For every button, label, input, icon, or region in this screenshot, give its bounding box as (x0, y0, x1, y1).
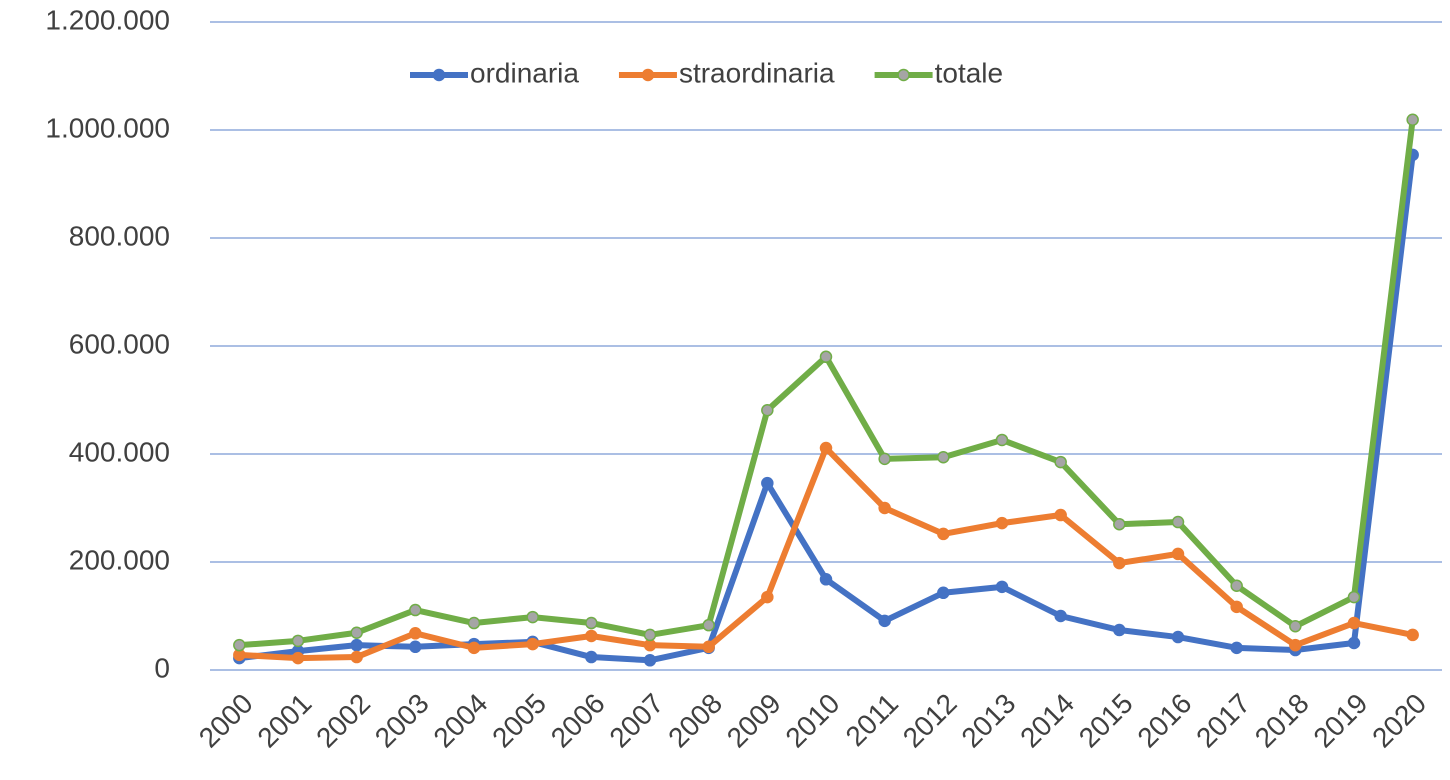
y-tick-label: 400.000 (69, 436, 170, 467)
point (995, 433, 1009, 447)
legend-marker (897, 68, 910, 82)
point (761, 404, 774, 417)
point (1289, 620, 1302, 633)
point (995, 516, 1009, 530)
point (702, 640, 715, 654)
point (819, 350, 833, 364)
legend-label: ordinaria (470, 57, 579, 88)
point (1347, 590, 1361, 604)
series-line (239, 119, 1416, 649)
point (761, 590, 774, 604)
x-tick-label: 2001 (251, 688, 317, 754)
x-tick-label: 2009 (721, 688, 787, 754)
point (1113, 623, 1126, 637)
point (937, 450, 950, 464)
legend-label: straordinaria (679, 57, 835, 88)
point (878, 614, 891, 628)
point (1171, 630, 1185, 644)
point (409, 603, 422, 617)
point (409, 640, 422, 654)
point (350, 638, 363, 652)
x-tick-label: 2000 (193, 688, 259, 754)
x-tick-label: 2017 (1190, 688, 1256, 754)
point (878, 501, 891, 515)
point (585, 629, 598, 643)
point (350, 650, 363, 664)
y-tick-label: 600.000 (69, 328, 170, 359)
point (1054, 508, 1067, 522)
point (995, 580, 1009, 594)
y-tick-label: 1.000.000 (45, 112, 170, 143)
point (819, 441, 833, 455)
x-tick-label: 2007 (603, 688, 669, 754)
point (585, 650, 598, 664)
point (350, 626, 363, 639)
point (526, 637, 539, 651)
legend: ordinaria straordinaria totale (410, 57, 1003, 88)
y-tick-label: 1.200.000 (45, 4, 170, 35)
point (1230, 641, 1243, 655)
point (526, 610, 539, 624)
x-tick-label: 2008 (662, 688, 728, 754)
point (233, 638, 246, 652)
point (291, 651, 305, 665)
x-tick-label: 2006 (545, 688, 611, 754)
point (1113, 517, 1126, 531)
point (1113, 556, 1126, 570)
x-tick-label: 2018 (1249, 688, 1315, 754)
point (1347, 616, 1361, 630)
point (702, 618, 715, 632)
y-tick-label: 200.000 (69, 544, 170, 575)
point (1054, 609, 1067, 623)
point (937, 586, 950, 600)
x-tick-label: 2003 (369, 688, 435, 754)
point (878, 452, 891, 466)
x-tick-label: 2013 (955, 688, 1021, 754)
y-tick-label: 800.000 (69, 220, 170, 251)
point (1406, 113, 1419, 126)
legend-label: totale (935, 57, 1004, 88)
point (643, 654, 657, 667)
x-tick-label: 2004 (427, 688, 493, 754)
x-tick-label: 2010 (779, 688, 845, 754)
legend-marker (641, 68, 655, 82)
series-line (239, 445, 1414, 662)
point (819, 573, 833, 586)
y-tick-label: 0 (154, 652, 170, 683)
point (1171, 515, 1185, 529)
point (291, 634, 305, 648)
point (467, 616, 481, 630)
point (1230, 600, 1243, 614)
point (937, 527, 950, 541)
x-tick-label: 2014 (1014, 688, 1080, 754)
x-tick-label: 2005 (486, 688, 552, 754)
x-tick-label: 2011 (840, 688, 905, 753)
point (643, 628, 657, 642)
point (1347, 636, 1361, 650)
point (1406, 628, 1419, 642)
point (467, 641, 481, 655)
point (1289, 638, 1302, 652)
x-tick-label: 2020 (1366, 688, 1432, 754)
x-tick-label: 2012 (897, 688, 963, 754)
x-tick-label: 2002 (310, 688, 376, 754)
x-tick-label: 2019 (1307, 688, 1373, 754)
point (585, 616, 598, 630)
point (1230, 579, 1243, 593)
x-tick-label: 2015 (1073, 688, 1139, 754)
point (1054, 455, 1067, 469)
legend-marker (432, 68, 446, 82)
point (761, 476, 774, 490)
point (1171, 547, 1185, 561)
x-tick-label: 2016 (1131, 688, 1197, 754)
point (643, 638, 657, 652)
point (409, 627, 422, 640)
